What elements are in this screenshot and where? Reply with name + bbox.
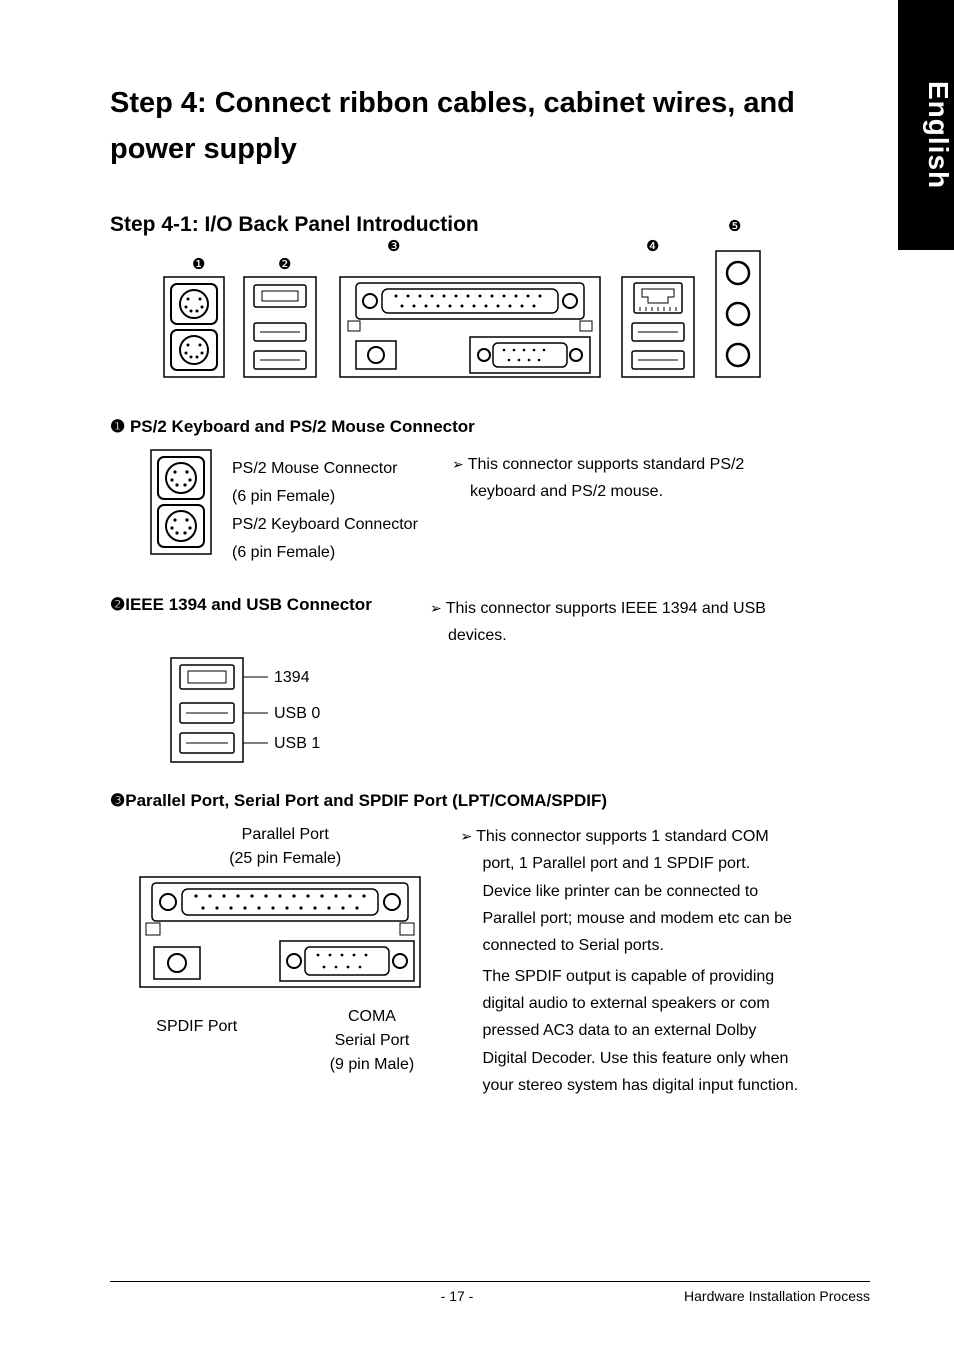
- ps2-mouse-pins: (6 pin Female): [232, 483, 432, 511]
- callout-4: ❹: [646, 237, 659, 255]
- label-usb0: USB 0: [274, 705, 320, 722]
- callout-2: ❷: [278, 255, 291, 273]
- substep-heading: Step 4-1: I/O Back Panel Introduction: [110, 213, 800, 237]
- callout-1: ❶: [192, 255, 205, 273]
- ps2-desc-col: This connector supports standard PS/2 ke…: [452, 449, 792, 505]
- ps2-labels: PS/2 Mouse Connector (6 pin Female) PS/2…: [232, 449, 432, 567]
- serial-pins: (9 pin Male): [330, 1053, 414, 1077]
- section3-title: ❸Parallel Port, Serial Port and SPDIF Po…: [110, 791, 800, 811]
- coma-labels: COMA Serial Port (9 pin Male): [330, 1005, 414, 1077]
- page-content: Step 4: Connect ribbon cables, cabinet w…: [0, 0, 870, 1139]
- page-number: - 17 -: [230, 1288, 684, 1304]
- ieee-diagram-wrap: 1394 USB 0 USB 1: [170, 657, 800, 763]
- section3-desc2: The SPDIF output is capable of providing…: [460, 963, 800, 1099]
- ps2-description: This connector supports standard PS/2 ke…: [452, 451, 792, 505]
- ieee-desc-col: This connector supports IEEE 1394 and US…: [430, 567, 770, 649]
- ps2-mouse-label: PS/2 Mouse Connector: [232, 455, 432, 483]
- section3-desc-col: This connector supports 1 standard COM p…: [460, 823, 800, 1099]
- label-usb1: USB 1: [274, 735, 320, 752]
- parallel-diagram: [130, 871, 430, 1001]
- serial-label: Serial Port: [330, 1029, 414, 1053]
- step-heading: Step 4: Connect ribbon cables, cabinet w…: [110, 80, 800, 173]
- section3-row: Parallel Port (25 pin Female): [130, 823, 800, 1099]
- label-1394: 1394: [274, 669, 310, 686]
- back-panel-diagram: ❶ ❷ ❸ ❹ ❺: [140, 249, 800, 389]
- coma-label: COMA: [330, 1005, 414, 1029]
- spdif-label: SPDIF Port: [156, 1005, 237, 1077]
- section3-desc1: This connector supports 1 standard COM p…: [460, 823, 800, 959]
- language-tab: English: [898, 0, 954, 250]
- page-footer: - 17 - Hardware Installation Process: [110, 1281, 870, 1304]
- section1-title: ❶ PS/2 Keyboard and PS/2 Mouse Connector: [110, 417, 800, 437]
- parallel-label: Parallel Port: [130, 823, 440, 847]
- panel-svg: [140, 249, 780, 389]
- ps2-keyboard-pins: (6 pin Female): [232, 539, 432, 567]
- footer-label: Hardware Installation Process: [684, 1288, 870, 1304]
- parallel-diagram-col: Parallel Port (25 pin Female): [130, 823, 440, 1077]
- callout-5: ❺: [728, 217, 741, 235]
- section2-title: ❷IEEE 1394 and USB Connector: [110, 595, 410, 615]
- parallel-pins: (25 pin Female): [130, 847, 440, 871]
- ieee-diagram: 1394 USB 0 USB 1: [170, 657, 350, 763]
- section1-row: PS/2 Mouse Connector (6 pin Female) PS/2…: [150, 449, 800, 567]
- ps2-diagram: [150, 449, 212, 555]
- callout-3: ❸: [387, 237, 400, 255]
- ps2-keyboard-label: PS/2 Keyboard Connector: [232, 511, 432, 539]
- ieee-description: This connector supports IEEE 1394 and US…: [430, 595, 770, 649]
